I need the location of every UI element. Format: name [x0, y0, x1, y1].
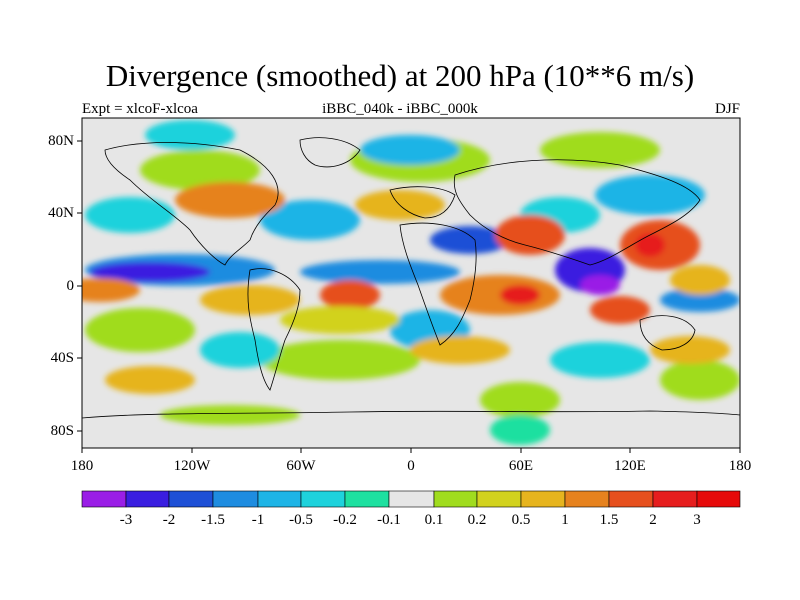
antarctica-outline: [82, 410, 740, 419]
contour-blobs: [82, 120, 740, 445]
colorbar-label: 1.5: [599, 512, 619, 528]
colorbar-box: [696, 490, 741, 508]
lat-label: 0: [66, 278, 75, 294]
colorbar-label: 0.2: [467, 512, 487, 528]
divergence-field: [82, 118, 740, 448]
colorbar-label: -0.2: [333, 512, 357, 528]
lon-label: 180: [728, 458, 752, 474]
lon-label: 120E: [614, 458, 646, 474]
colorbar-label: -0.1: [377, 512, 401, 528]
experiment-label: Expt = xlcoF-xlcoa: [82, 101, 198, 117]
colorbar-box: [125, 490, 170, 508]
colorbar-box: [344, 490, 390, 508]
lon-label: 120W: [173, 458, 211, 474]
colorbar: [81, 490, 741, 508]
colorbar-label: 1: [561, 512, 569, 528]
colorbar-box: [652, 490, 698, 508]
colorbar-label: 2: [649, 512, 657, 528]
lon-label: 60W: [286, 458, 316, 474]
colorbar-label: -1: [251, 512, 265, 528]
lon-label: 60E: [508, 458, 534, 474]
colorbar-box: [257, 490, 302, 508]
colorbar-box: [168, 490, 214, 508]
axis-ticks: [77, 140, 741, 453]
colorbar-box: [520, 490, 566, 508]
colorbar-box: [81, 490, 127, 508]
greenland-outline: [299, 137, 361, 168]
season-label: DJF: [714, 101, 740, 117]
lon-label: 180: [70, 458, 94, 474]
colorbar-label: 0.1: [424, 512, 444, 528]
asia-outline: [453, 159, 701, 266]
north-america-outline: [104, 142, 279, 266]
coastlines: [82, 137, 740, 419]
south-america-outline: [247, 268, 301, 391]
colorbar-label: 3: [693, 512, 701, 528]
colorbar-box: [608, 490, 654, 508]
colorbar-box: [212, 490, 259, 508]
plot-title: Divergence (smoothed) at 200 hPa (10**6 …: [105, 58, 695, 93]
lat-label: 40S: [50, 350, 74, 366]
colorbar-box: [564, 490, 610, 508]
colorbar-label: -0.5: [289, 512, 313, 528]
lon-label: 0: [407, 458, 415, 474]
colorbar-label: 0.5: [511, 512, 531, 528]
europe-outline: [389, 186, 456, 219]
case-label: iBBC_040k - iBBC_000k: [322, 101, 478, 117]
lat-label: 40N: [48, 205, 74, 221]
colorbar-box: [433, 490, 478, 508]
colorbar-label: -2: [162, 512, 176, 528]
colorbar-box: [388, 490, 435, 508]
lat-label: 80N: [48, 133, 74, 149]
colorbar-label: -3: [119, 512, 133, 528]
africa-outline: [399, 222, 477, 346]
australia-outline: [639, 315, 696, 351]
colorbar-box: [300, 490, 346, 508]
lat-label: 80S: [50, 423, 74, 439]
colorbar-box: [476, 490, 522, 508]
colorbar-label: -1.5: [201, 512, 225, 528]
